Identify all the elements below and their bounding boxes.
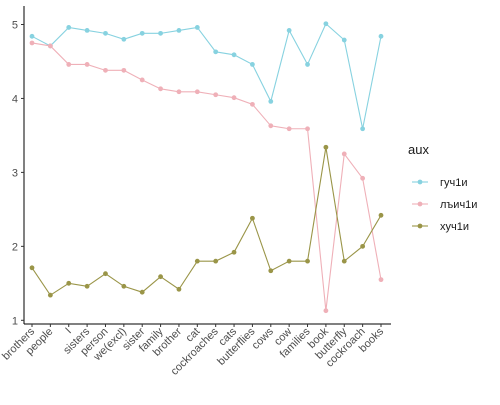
legend-key-point: [417, 179, 423, 185]
legend-item: гуч1и: [412, 177, 468, 189]
y-tick-label: 4: [12, 93, 18, 105]
legend-label: лъич1и: [440, 199, 477, 211]
data-point: [231, 249, 237, 255]
data-point: [103, 67, 108, 73]
data-point: [341, 151, 347, 157]
data-point: [305, 62, 310, 67]
data-point: [139, 77, 145, 83]
data-point: [341, 258, 347, 264]
data-point: [176, 89, 182, 95]
data-point: [29, 265, 35, 271]
data-point: [360, 243, 366, 249]
data-point: [139, 30, 145, 36]
data-point: [66, 280, 72, 286]
data-point: [158, 30, 163, 36]
data-point: [176, 286, 182, 292]
y-tick-label: 2: [12, 241, 18, 253]
series-layer: [29, 21, 384, 314]
data-point: [305, 258, 310, 264]
series-гуч1и: [29, 21, 384, 132]
data-point: [66, 25, 72, 30]
data-point: [268, 99, 274, 104]
data-point: [268, 268, 274, 274]
y-tick-label: 1: [12, 315, 18, 327]
series-line: [31, 147, 382, 296]
series-хуч1и: [29, 144, 384, 298]
data-point: [323, 144, 329, 150]
legend-item: хуч1и: [412, 221, 469, 233]
legend-title: aux: [408, 142, 429, 157]
data-point: [213, 92, 219, 98]
data-point: [84, 283, 90, 289]
legend-label: гуч1и: [440, 177, 468, 189]
data-point: [286, 258, 292, 264]
data-point: [158, 86, 163, 92]
data-point: [360, 126, 366, 132]
data-point: [121, 36, 127, 42]
data-point: [268, 123, 274, 129]
data-point: [103, 271, 108, 277]
series-лъич1и: [29, 40, 384, 314]
data-point: [250, 62, 255, 67]
series-line: [31, 22, 382, 129]
data-point: [139, 289, 145, 295]
data-point: [29, 40, 35, 46]
data-point: [194, 89, 200, 95]
data-point: [158, 274, 163, 280]
data-point: [29, 33, 35, 39]
x-tick-label: I: [63, 326, 74, 337]
data-point: [286, 28, 292, 33]
y-tick-label: 5: [12, 19, 18, 31]
data-point: [47, 292, 53, 298]
y-tick-label: 3: [12, 167, 18, 179]
data-point: [194, 258, 200, 264]
data-point: [286, 126, 292, 132]
data-point: [103, 30, 108, 36]
data-point: [194, 25, 200, 30]
data-point: [378, 277, 384, 283]
legend-key-point: [417, 223, 423, 229]
data-point: [305, 126, 310, 132]
data-point: [213, 258, 219, 264]
data-point: [231, 95, 237, 101]
data-point: [323, 21, 329, 27]
legend-item: лъич1и: [412, 199, 477, 211]
data-point: [66, 62, 72, 67]
data-point: [341, 37, 347, 43]
data-point: [84, 62, 90, 67]
data-point: [378, 33, 384, 39]
series-line: [31, 42, 382, 311]
legend: aux гуч1и лъич1и хуч1и: [408, 142, 477, 233]
legend-label: хуч1и: [440, 221, 469, 233]
data-point: [360, 175, 366, 181]
data-point: [84, 28, 90, 33]
data-point: [176, 28, 182, 33]
data-point: [231, 52, 237, 58]
data-point: [47, 43, 53, 49]
data-point: [250, 215, 255, 221]
legend-key-point: [417, 201, 423, 207]
data-point: [323, 308, 329, 314]
data-point: [378, 212, 384, 218]
data-point: [121, 283, 127, 289]
data-point: [121, 67, 127, 73]
data-point: [213, 49, 219, 55]
data-point: [250, 101, 255, 107]
